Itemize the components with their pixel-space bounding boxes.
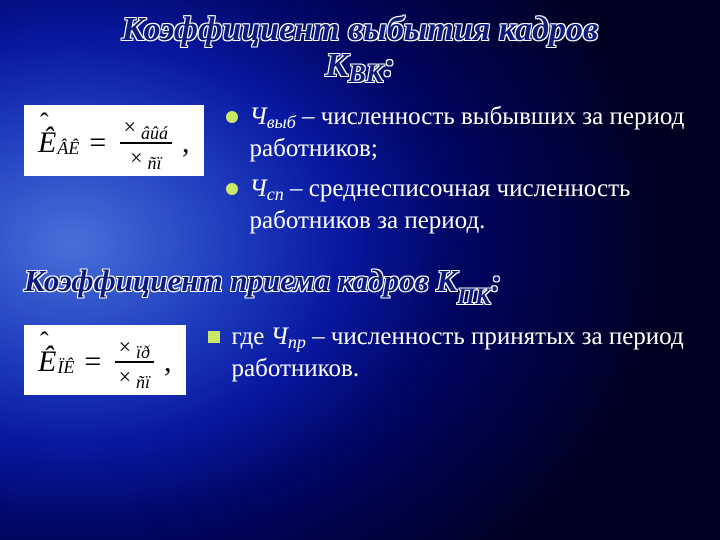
- list-item: где Чпр – численность принятых за период…: [202, 321, 696, 385]
- f1-den-s: ñï: [147, 154, 161, 174]
- bullet-square-icon: [208, 331, 220, 343]
- title2-text: Коэффициент приема кадров К: [24, 263, 457, 298]
- title1-line1: Коэффициент выбытия кадров: [122, 11, 598, 48]
- title2-colon: :: [491, 263, 501, 298]
- section-2: ÊÏÊ = ×ïð ×ñï , где Чпр – численность пр…: [24, 317, 696, 395]
- formula-2: ÊÏÊ = ×ïð ×ñï ,: [24, 325, 186, 395]
- f2-num-s: ïð: [136, 343, 150, 363]
- equals-icon: =: [87, 126, 107, 160]
- bullet-text: где Чпр – численность принятых за период…: [232, 321, 696, 385]
- heading-2: Коэффициент приема кадров КПК:: [24, 263, 696, 304]
- equals-icon: =: [82, 345, 102, 379]
- section-1: ÊÂÊ = ×âûá ×ñï , Чвыб – численность выбы…: [24, 97, 696, 245]
- f2-comma: ,: [164, 345, 172, 379]
- f2-den-x: ×: [119, 365, 131, 389]
- title2-sub: ПК: [457, 284, 491, 309]
- f1-num-s: âûá: [141, 124, 168, 144]
- list-item: Чвыб – численность выбывших за период ра…: [220, 101, 697, 165]
- list-item: Чсп – среднесписочная численность работн…: [220, 173, 697, 237]
- bullet-text: Чвыб – численность выбывших за период ра…: [250, 101, 697, 165]
- f2-left: Ê: [38, 345, 56, 379]
- bullet-list-1: Чвыб – численность выбывших за период ра…: [220, 97, 697, 245]
- fraction: ×âûá ×ñï: [120, 115, 172, 169]
- title1-sub: ВК: [348, 59, 383, 88]
- heading-1: Коэффициент выбытия кадров КВК:: [24, 12, 696, 83]
- bullet-list-2: где Чпр – численность принятых за период…: [202, 317, 696, 393]
- fraction: ×ïð ×ñï: [115, 335, 154, 389]
- formula-1: ÊÂÊ = ×âûá ×ñï ,: [24, 105, 204, 175]
- bullet-icon: [226, 183, 238, 195]
- f1-den-x: ×: [130, 146, 142, 170]
- title1-colon: :: [383, 47, 394, 84]
- title1-k: К: [325, 47, 348, 84]
- f1-num-x: ×: [124, 115, 136, 139]
- f1-left-sub: ÂÊ: [57, 138, 79, 159]
- f2-den-s: ñï: [136, 373, 150, 393]
- f2-left-sub: ÏÊ: [57, 357, 74, 378]
- f1-comma: ,: [182, 126, 190, 160]
- f1-left: Ê: [38, 126, 56, 160]
- f2-num-x: ×: [119, 335, 131, 359]
- slide: Коэффициент выбытия кадров КВК: ÊÂÊ = ×â…: [0, 0, 720, 540]
- bullet-icon: [226, 111, 238, 123]
- bullet-text: Чсп – среднесписочная численность работн…: [250, 173, 697, 237]
